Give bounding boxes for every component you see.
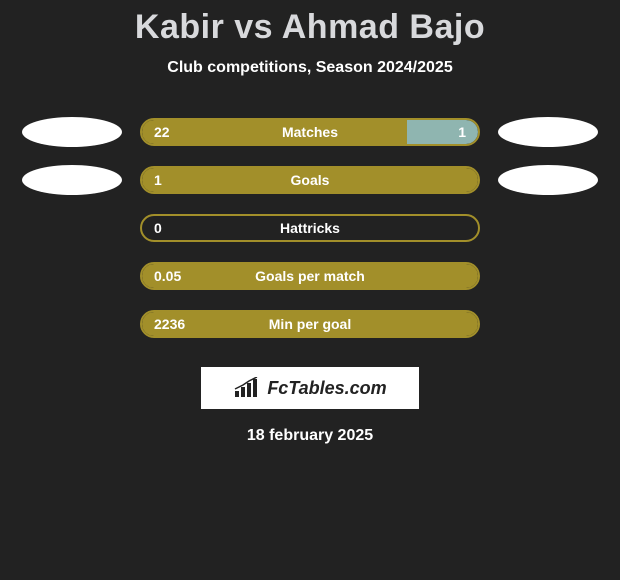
oval-placeholder bbox=[498, 213, 598, 243]
stat-row: 1 Goals bbox=[0, 165, 620, 195]
stat-label: Matches bbox=[282, 124, 338, 140]
oval-placeholder bbox=[22, 213, 122, 243]
comparison-card: Kabir vs Ahmad Bajo Club competitions, S… bbox=[0, 0, 620, 445]
stats-section: 22 1 Matches 1 Goals 0 Hattricks 0.05 Goals per … bbox=[0, 117, 620, 339]
page-title: Kabir vs Ahmad Bajo bbox=[0, 8, 620, 47]
player-left-oval bbox=[22, 165, 122, 195]
stat-bar: 0 Hattricks bbox=[140, 214, 480, 242]
stat-bar: 0.05 Goals per match bbox=[140, 262, 480, 290]
logo-box[interactable]: FcTables.com bbox=[201, 367, 419, 409]
stat-left-value: 22 bbox=[154, 124, 170, 140]
stat-row: 2236 Min per goal bbox=[0, 309, 620, 339]
player-left-oval bbox=[22, 117, 122, 147]
bar-fill-left bbox=[142, 120, 407, 144]
stat-row: 22 1 Matches bbox=[0, 117, 620, 147]
stat-bar: 2236 Min per goal bbox=[140, 310, 480, 338]
date-text: 18 february 2025 bbox=[0, 427, 620, 445]
stat-row: 0.05 Goals per match bbox=[0, 261, 620, 291]
stat-label: Hattricks bbox=[280, 220, 340, 236]
stat-row: 0 Hattricks bbox=[0, 213, 620, 243]
stat-label: Min per goal bbox=[269, 316, 351, 332]
stat-left-value: 2236 bbox=[154, 316, 185, 332]
oval-placeholder bbox=[498, 309, 598, 339]
stat-bar: 22 1 Matches bbox=[140, 118, 480, 146]
bar-chart-icon bbox=[233, 377, 261, 399]
player-right-oval bbox=[498, 165, 598, 195]
oval-placeholder bbox=[22, 309, 122, 339]
stat-left-value: 0 bbox=[154, 220, 162, 236]
subtitle: Club competitions, Season 2024/2025 bbox=[0, 59, 620, 77]
stat-left-value: 0.05 bbox=[154, 268, 181, 284]
stat-label: Goals per match bbox=[255, 268, 365, 284]
stat-left-value: 1 bbox=[154, 172, 162, 188]
logo-text: FcTables.com bbox=[267, 378, 386, 399]
bar-fill-right bbox=[407, 120, 478, 144]
oval-placeholder bbox=[22, 261, 122, 291]
player-right-oval bbox=[498, 117, 598, 147]
oval-placeholder bbox=[498, 261, 598, 291]
stat-right-value: 1 bbox=[458, 124, 466, 140]
stat-bar: 1 Goals bbox=[140, 166, 480, 194]
stat-label: Goals bbox=[291, 172, 330, 188]
